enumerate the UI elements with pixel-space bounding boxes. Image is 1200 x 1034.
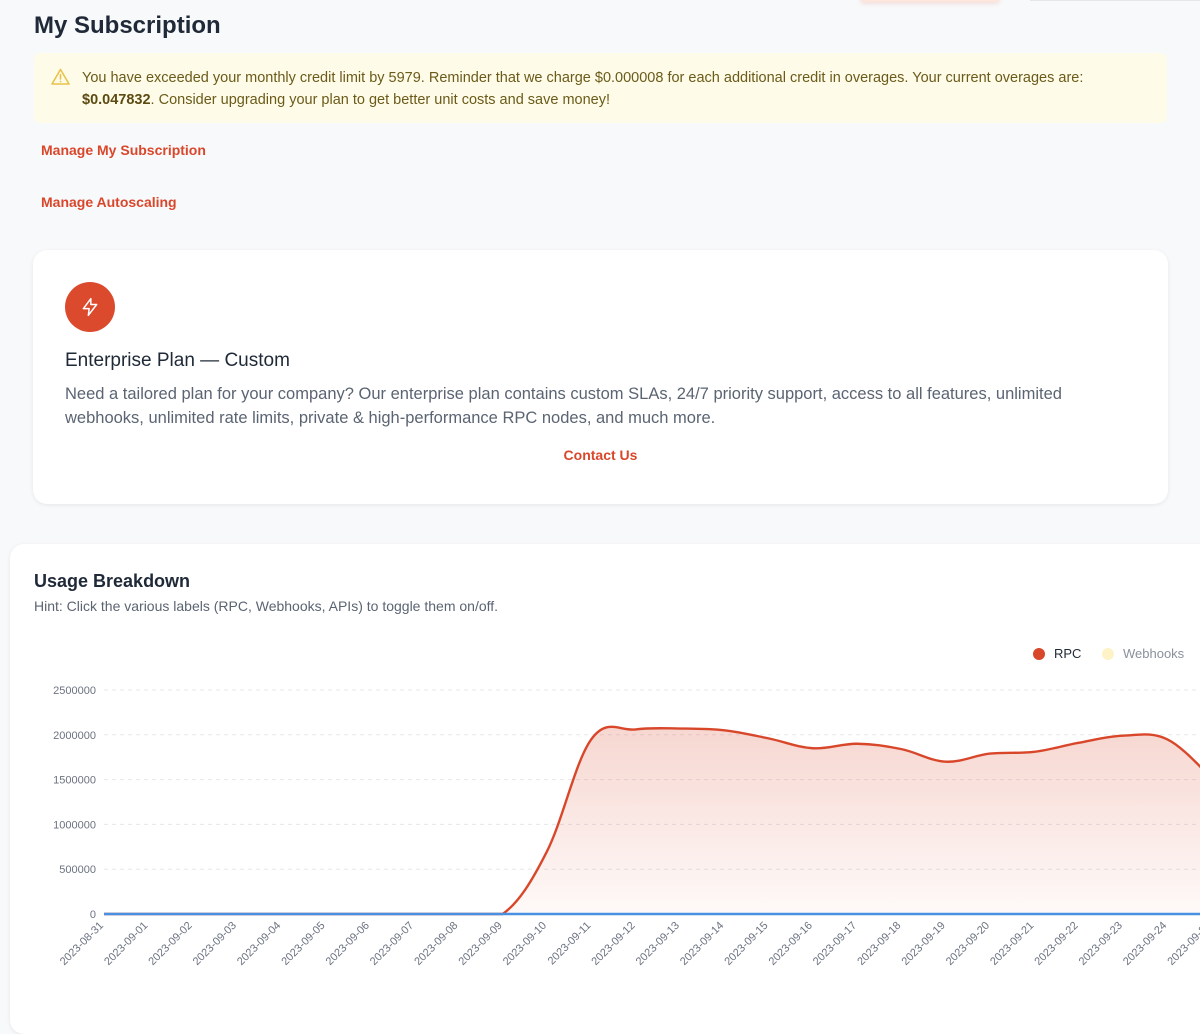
x-tick-label: 2023-09-13	[634, 920, 682, 968]
x-tick-label: 2023-09-16	[767, 920, 815, 968]
top-divider	[1030, 0, 1200, 1]
overage-alert: You have exceeded your monthly credit li…	[34, 53, 1167, 123]
alert-text-after: . Consider upgrading your plan to get be…	[150, 92, 610, 108]
x-tick-label: 2023-09-17	[811, 920, 859, 968]
x-tick-label: 2023-09-07	[368, 920, 416, 968]
x-tick-label: 2023-09-05	[279, 920, 327, 968]
legend-rpc-label: RPC	[1054, 646, 1082, 661]
plan-title: Enterprise Plan — Custom	[65, 350, 290, 371]
x-tick-label: 2023-09-18	[855, 920, 903, 968]
y-tick-label: 500000	[59, 864, 96, 876]
legend-webhooks-swatch	[1102, 647, 1114, 660]
x-tick-label: 2023-09-24	[1121, 920, 1169, 968]
y-tick-label: 2000000	[53, 730, 96, 742]
x-tick-label: 2023-09-10	[501, 920, 549, 968]
legend-rpc-swatch	[1033, 647, 1045, 660]
x-tick-label: 2023-09-22	[1032, 920, 1080, 968]
x-tick-label: 2023-09-14	[678, 920, 726, 968]
x-tick-label: 2023-09-01	[102, 920, 150, 968]
x-tick-label: 2023-09-09	[457, 920, 505, 968]
usage-hint: Hint: Click the various labels (RPC, Web…	[34, 598, 499, 614]
rpc-area	[104, 726, 1200, 915]
x-tick-label: 2023-09-25	[1165, 920, 1200, 968]
x-tick-label: 2023-09-06	[324, 920, 372, 968]
top-decoration	[860, 0, 1000, 2]
alert-text-before: You have exceeded your monthly credit li…	[82, 70, 1084, 86]
manage-subscription-link[interactable]: Manage My Subscription	[41, 142, 206, 158]
x-tick-label: 2023-09-08	[412, 920, 460, 968]
legend-webhooks-label: Webhooks	[1123, 646, 1185, 661]
page-title: My Subscription	[34, 12, 221, 39]
warning-icon	[51, 68, 70, 90]
enterprise-plan-card: Enterprise Plan — Custom Need a tailored…	[33, 250, 1168, 504]
x-tick-label: 2023-09-02	[146, 920, 194, 968]
y-tick-label: 2500000	[53, 685, 96, 697]
manage-autoscaling-link[interactable]: Manage Autoscaling	[41, 194, 177, 210]
legend-webhooks[interactable]: Webhooks	[1102, 646, 1184, 661]
y-tick-label: 0	[90, 909, 96, 921]
y-tick-label: 1000000	[53, 819, 96, 831]
alert-message: You have exceeded your monthly credit li…	[82, 67, 1142, 111]
lightning-icon	[65, 282, 115, 332]
x-tick-label: 2023-09-19	[900, 920, 948, 968]
x-tick-label: 2023-08-31	[58, 920, 106, 968]
x-tick-label: 2023-09-20	[944, 920, 992, 968]
y-tick-label: 1500000	[53, 775, 96, 787]
overage-amount: $0.047832	[82, 92, 151, 108]
x-tick-label: 2023-09-03	[191, 920, 239, 968]
x-tick-label: 2023-09-04	[235, 920, 283, 968]
x-tick-label: 2023-09-21	[988, 920, 1036, 968]
usage-title: Usage Breakdown	[34, 571, 191, 591]
x-tick-label: 2023-09-12	[589, 920, 637, 968]
x-tick-label: 2023-09-15	[722, 920, 770, 968]
contact-us-button[interactable]: Contact Us	[563, 447, 638, 463]
x-tick-label: 2023-09-11	[546, 920, 594, 968]
legend-rpc[interactable]: RPC	[1033, 646, 1081, 661]
plan-description: Need a tailored plan for your company? O…	[65, 385, 1062, 427]
x-tick-label: 2023-09-23	[1077, 920, 1125, 968]
